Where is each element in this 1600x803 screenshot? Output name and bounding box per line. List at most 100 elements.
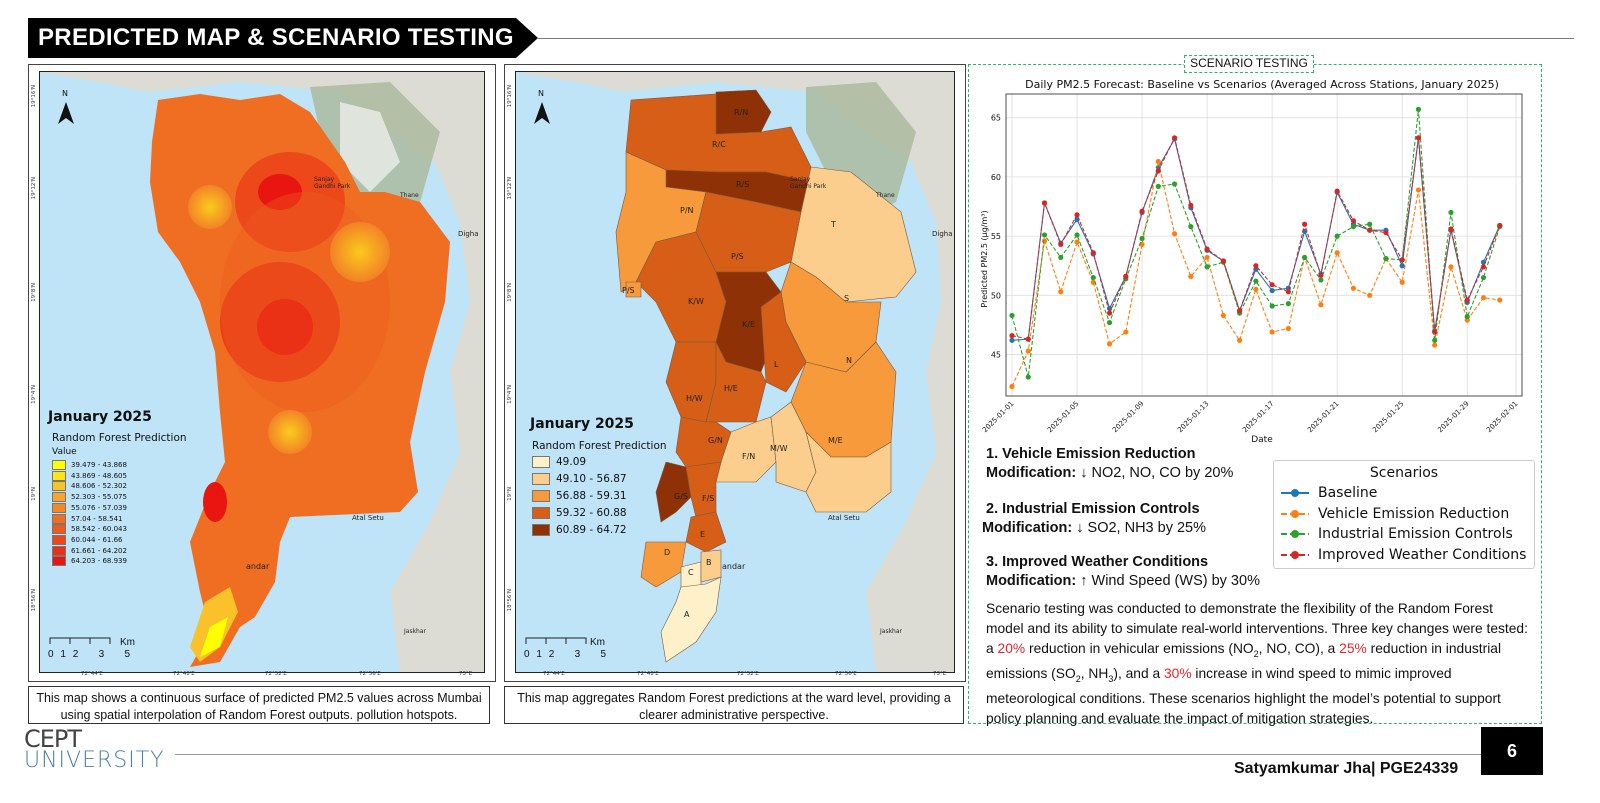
- legend-item: 39.479 - 43.868: [52, 460, 127, 470]
- chart-point: [1302, 221, 1308, 227]
- map1-lon-tick: 72°48'E: [173, 671, 195, 677]
- chart-point: [1367, 227, 1373, 233]
- map2-place-bandar: andar: [722, 562, 746, 571]
- highlight-pct: 30%: [1163, 665, 1192, 681]
- legend-item: 64.203 - 68.939: [52, 556, 127, 567]
- legend-label: 61.661 - 64.202: [71, 546, 127, 555]
- legend-swatch: [52, 481, 66, 492]
- chart-legend-swatch: [1281, 509, 1309, 518]
- map1-scale-ticks: 0 1 2 3 5: [48, 649, 131, 660]
- map2-place-atal: Atal Setu: [828, 514, 860, 522]
- scenario-tag: SCENARIO TESTING: [1184, 55, 1314, 73]
- chart-point: [1171, 135, 1178, 141]
- chart-point: [1025, 348, 1031, 354]
- chart-point: [1269, 282, 1275, 288]
- chart-point: [1204, 264, 1210, 270]
- legend-swatch: [532, 507, 550, 519]
- header-rule: [538, 38, 1574, 39]
- chart-xtick-label: 2025-01-21: [1306, 400, 1340, 434]
- chart-point: [1253, 263, 1259, 269]
- chart-legend-swatch: [1281, 550, 1309, 559]
- legend-swatch: [532, 456, 550, 468]
- chart-point: [1090, 250, 1096, 256]
- map2-canvas[interactable]: N R/N R/C R/S P/N T P/S K/W S K/E L N H/…: [515, 71, 955, 673]
- scenario-heading: 2. Industrial Emission Controls: [986, 501, 1200, 517]
- legend-label: 43.869 - 48.605: [71, 471, 127, 480]
- legend-item: 61.661 - 64.202: [52, 545, 127, 556]
- chart-point: [1139, 235, 1145, 242]
- map2-legend-title: January 2025: [530, 416, 634, 432]
- ward-label: H/W: [686, 394, 703, 403]
- chart-xlabel: Date: [1251, 435, 1273, 445]
- map2-lat-tick: 19°4'N: [507, 385, 513, 404]
- map2-north-label: N: [538, 89, 544, 98]
- map1-place-digha: Digha: [458, 230, 479, 238]
- ward-label: P/S: [622, 286, 635, 295]
- chart-ytick-label: 45: [991, 351, 1001, 360]
- legend-label: 49.10 - 56.87: [556, 473, 627, 485]
- author-label: Satyamkumar Jha| PGE24339: [1234, 760, 1459, 777]
- map1-place-thane: Thane: [400, 192, 419, 199]
- ward-label: K/E: [742, 320, 755, 329]
- chart-legend-swatch: [1281, 530, 1309, 538]
- map1-lon-tick: 72°44'E: [81, 671, 103, 677]
- chart-point: [1269, 287, 1275, 294]
- map1-place-atal: Atal Setu: [352, 514, 384, 522]
- chart-point: [1432, 342, 1438, 348]
- chart-point: [1155, 168, 1161, 174]
- chart-point: [1025, 374, 1031, 380]
- legend-item: 56.88 - 59.31: [532, 490, 627, 502]
- legend-swatch: [52, 502, 66, 513]
- legend-swatch: [52, 492, 66, 503]
- scenario-item-1: 1. Vehicle Emission Reduction Modificati…: [986, 446, 1276, 481]
- map1-canvas[interactable]: N Sanjay Gandhi Park Thane Digha Atal Se…: [39, 71, 485, 673]
- chart-point: [1480, 259, 1487, 265]
- ward-label: R/N: [734, 108, 749, 117]
- ward-label: S: [844, 294, 850, 303]
- chart-point: [1188, 273, 1194, 279]
- map1-scale-bar: [49, 637, 111, 644]
- chart-point: [1334, 233, 1340, 239]
- chart-point: [1009, 383, 1015, 390]
- chart-ylabel: Predicted PM2.5 (µg/m³): [980, 210, 989, 307]
- legend-swatch: [52, 556, 66, 567]
- chart-legend-swatch: [1281, 489, 1309, 497]
- chart-point: [1480, 295, 1487, 301]
- chart-legend-label: Improved Weather Conditions: [1318, 546, 1527, 563]
- legend-item: 52.303 - 55.075: [52, 492, 127, 503]
- chart-point: [1058, 254, 1064, 261]
- chart-ytick-label: 50: [991, 291, 1001, 300]
- map2-scale-unit: Km: [590, 637, 605, 648]
- chart-series-line-2: [1011, 109, 1501, 378]
- chart-point: [1415, 187, 1422, 193]
- chart-point: [1074, 239, 1080, 245]
- chart-point: [1106, 319, 1113, 326]
- map2-lat-tick: 19°16'N: [507, 85, 513, 108]
- map2-scale-ticks: 0 1 2 3 5: [524, 649, 607, 660]
- scenario-heading: 3. Improved Weather Conditions: [986, 554, 1209, 570]
- map2-lon-tick: 73°E: [933, 671, 947, 677]
- map2-lon-tick: 72°44'E: [543, 671, 565, 677]
- chart-point: [1432, 329, 1438, 335]
- chart-legend-item: Vehicle Emission Reduction: [1280, 506, 1509, 522]
- chart-point: [1139, 208, 1145, 214]
- page-number: 6: [1481, 727, 1543, 775]
- chart-point: [1155, 158, 1161, 165]
- ward-label: G/N: [708, 436, 723, 445]
- chart-point: [1041, 238, 1048, 244]
- ward-label: R/C: [712, 140, 726, 149]
- ward-label: A: [684, 610, 690, 619]
- chart-point: [1334, 250, 1340, 256]
- chart-point: [1399, 279, 1405, 285]
- legend-label: 59.32 - 60.88: [556, 507, 627, 519]
- chart-point: [1464, 314, 1470, 320]
- legend-item: 60.89 - 64.72: [532, 524, 627, 536]
- chart-point: [1464, 317, 1470, 323]
- ward-label: T: [831, 220, 836, 229]
- legend-label: 64.203 - 68.939: [71, 557, 127, 566]
- chart-point: [1415, 106, 1422, 112]
- ward-label: R/S: [736, 180, 750, 189]
- map2-surface: N: [516, 72, 954, 672]
- map2-lat-tick: 18°56'N: [507, 589, 513, 612]
- map1-place-bandar: andar: [246, 562, 270, 571]
